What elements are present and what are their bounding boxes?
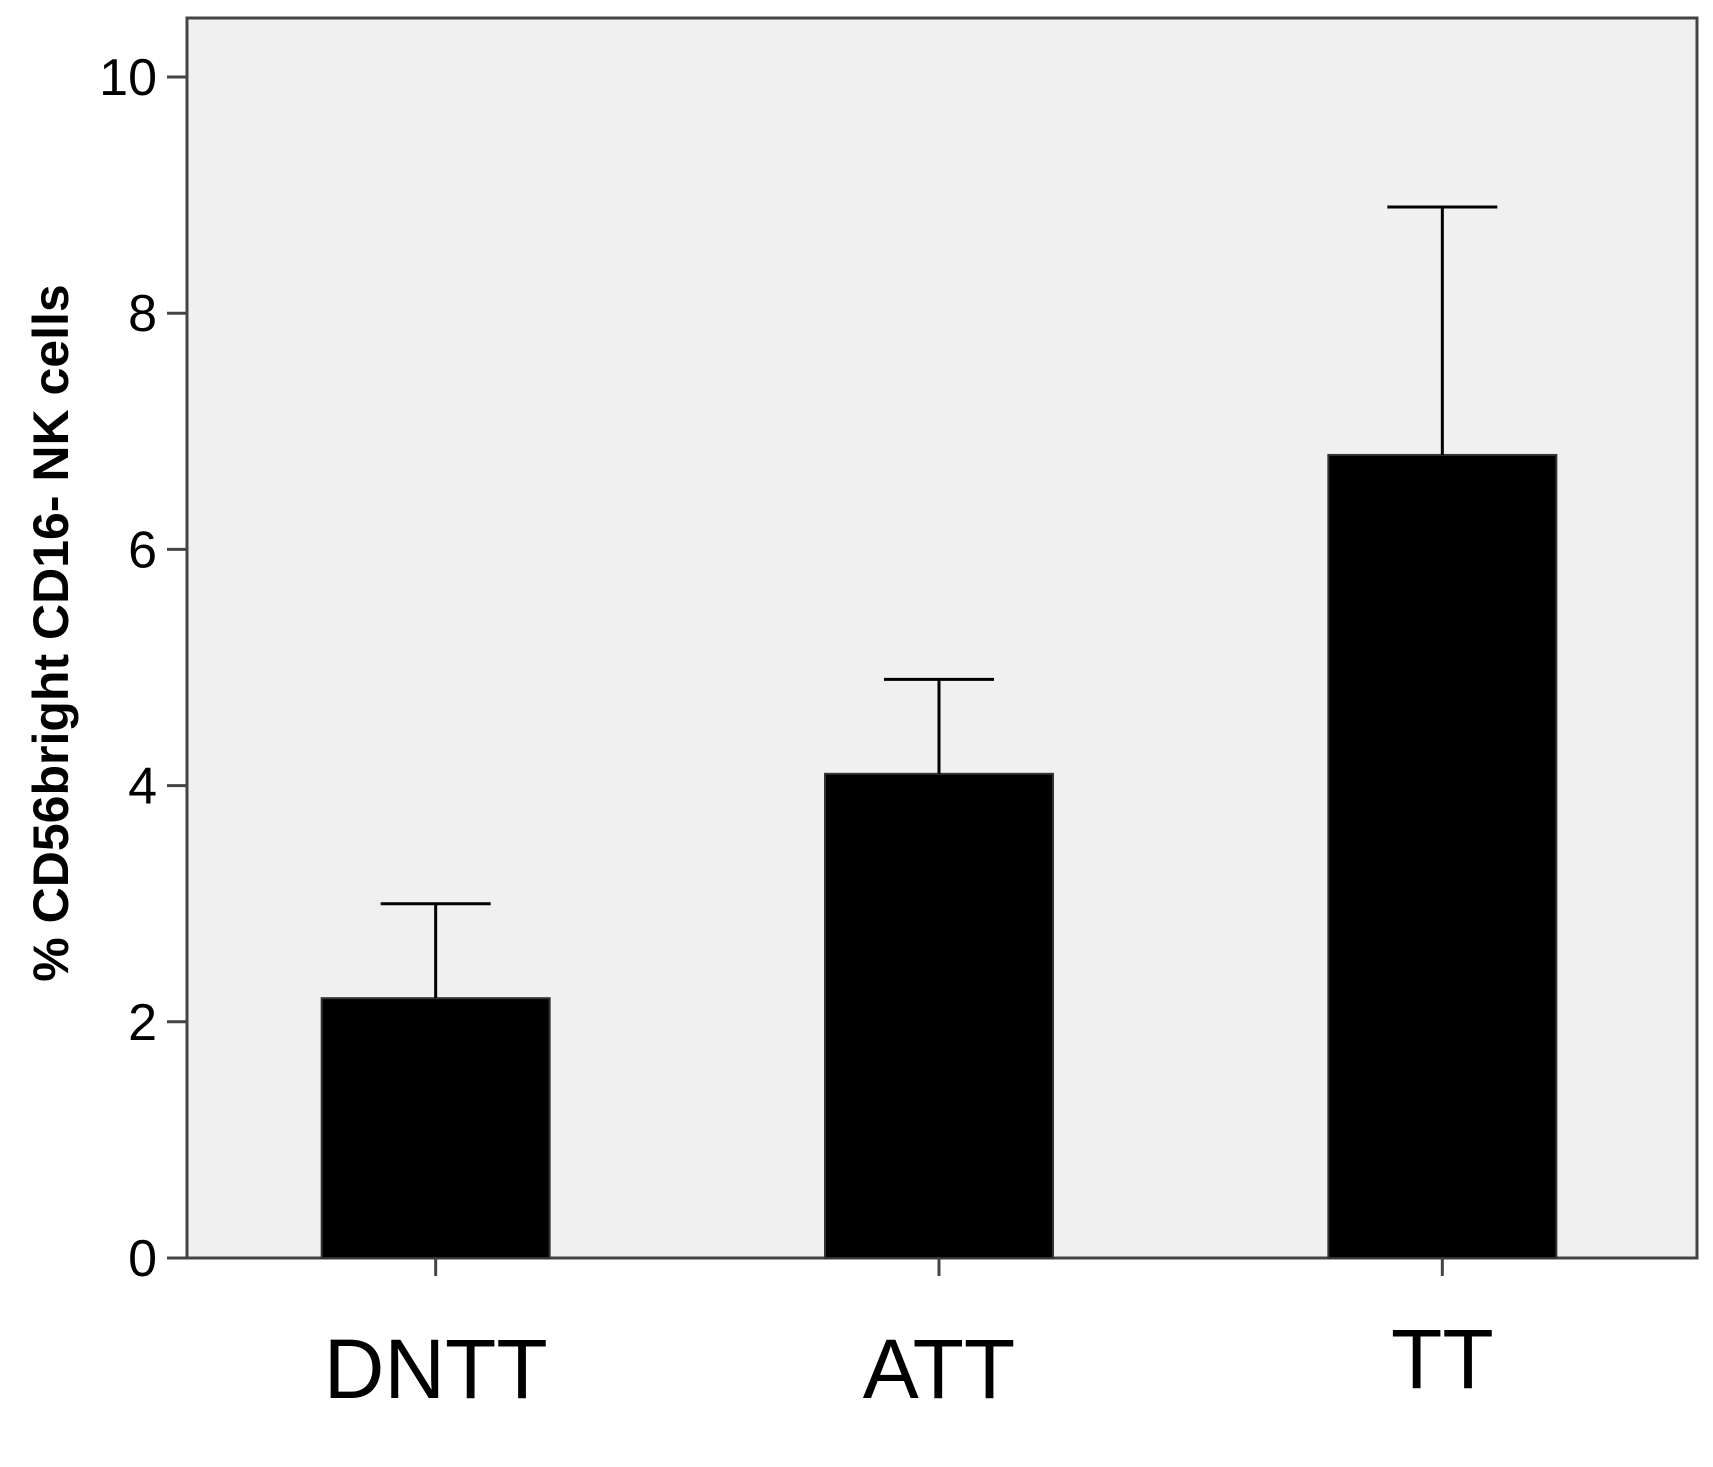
bar-tt xyxy=(1327,453,1558,1259)
y-tick-label-4: 4 xyxy=(128,758,157,816)
y-tick-label-10: 10 xyxy=(99,49,157,107)
y-tick-label-2: 2 xyxy=(128,994,157,1052)
x-axis: DNTT ATT TT xyxy=(324,1258,1494,1416)
y-tick-label-6: 6 xyxy=(128,521,157,579)
error-bars-layer xyxy=(380,205,1498,999)
x-tick-label-att: ATT xyxy=(863,1322,1015,1416)
bar-att xyxy=(824,772,1054,1259)
x-tick-label-dntt: DNTT xyxy=(324,1322,548,1416)
bar-dntt xyxy=(320,997,551,1259)
x-tick-label-tt: TT xyxy=(1391,1312,1494,1406)
y-tick-label-0: 0 xyxy=(128,1230,157,1288)
y-axis-title: % CD56bright CD16- NK cells xyxy=(23,284,79,981)
y-tick-label-8: 8 xyxy=(128,285,157,343)
y-axis: 0 2 4 6 8 10 xyxy=(99,49,187,1288)
